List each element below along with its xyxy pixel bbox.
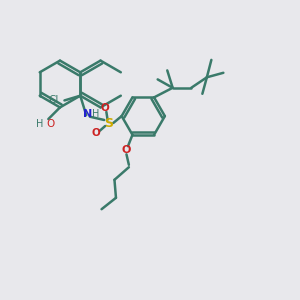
Text: O: O	[92, 128, 100, 138]
Text: H: H	[92, 109, 99, 119]
Text: S: S	[104, 117, 113, 130]
Text: O: O	[122, 145, 131, 155]
Text: N: N	[82, 109, 92, 119]
Text: H: H	[36, 119, 43, 130]
Text: O: O	[101, 103, 110, 113]
Text: Cl: Cl	[49, 95, 59, 105]
Text: O: O	[46, 118, 55, 129]
